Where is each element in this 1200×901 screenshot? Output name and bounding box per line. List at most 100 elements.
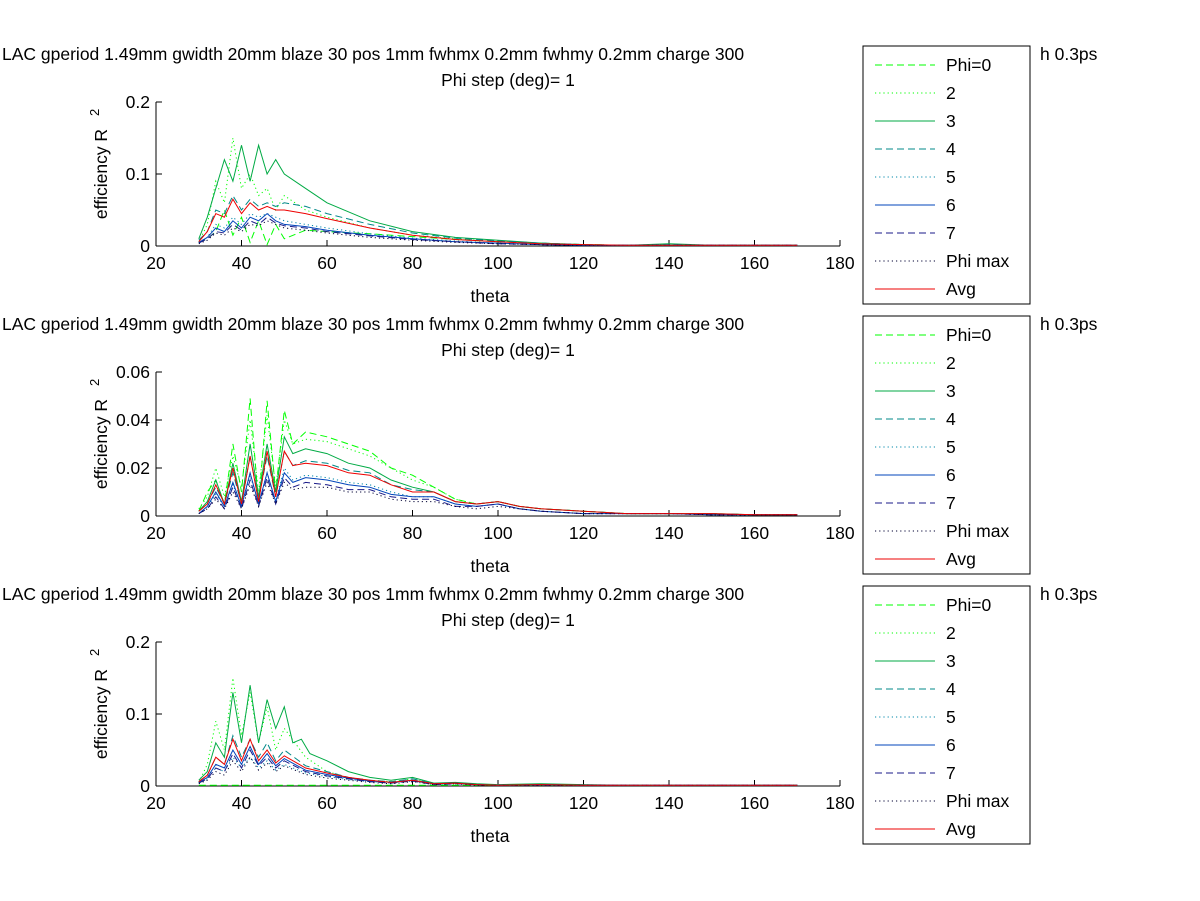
x-tick-label: 140 xyxy=(654,793,683,813)
x-axis-label: theta xyxy=(471,556,510,576)
y-tick-label: 0 xyxy=(140,506,150,526)
legend-label: Avg xyxy=(946,819,976,839)
legend-label: 3 xyxy=(946,381,956,401)
legend-label: Phi max xyxy=(946,791,1009,811)
x-tick-label: 20 xyxy=(146,793,166,813)
x-tick-label: 120 xyxy=(569,793,598,813)
y-tick-label: 0 xyxy=(140,776,150,796)
x-tick-label: 40 xyxy=(232,793,252,813)
x-tick-label: 40 xyxy=(232,253,252,273)
x-tick-label: 160 xyxy=(740,253,769,273)
legend-label: 3 xyxy=(946,651,956,671)
y-axis-label-superscript: 2 xyxy=(87,649,102,656)
x-tick-label: 20 xyxy=(146,523,166,543)
legend-box xyxy=(862,315,1031,575)
legend-label: 4 xyxy=(946,409,956,429)
x-tick-label: 80 xyxy=(403,793,423,813)
series-line-7 xyxy=(198,475,798,516)
x-tick-label: 80 xyxy=(403,253,423,273)
legend-label: Avg xyxy=(946,279,976,299)
legend-label: 6 xyxy=(946,465,956,485)
y-tick-label: 0.1 xyxy=(126,164,150,184)
y-tick-label: 0.04 xyxy=(116,410,150,430)
x-tick-label: 100 xyxy=(483,253,512,273)
legend: Phi=0 2 3 4 5 6 7 Phi max Avg xyxy=(862,45,1031,305)
legend-label: Phi max xyxy=(946,251,1009,271)
legend-box xyxy=(862,585,1031,845)
y-tick-label: 0.06 xyxy=(116,362,150,382)
legend-label: 5 xyxy=(946,167,956,187)
legend-label: 2 xyxy=(946,623,956,643)
x-tick-label: 140 xyxy=(654,523,683,543)
legend-label: Phi=0 xyxy=(946,55,992,75)
chart-title-tail: h 0.3ps xyxy=(1040,584,1098,604)
legend-label: 7 xyxy=(946,493,956,513)
y-axis-label-superscript: 2 xyxy=(87,379,102,386)
y-axis-label-superscript: 2 xyxy=(87,109,102,116)
legend-label: 2 xyxy=(946,353,956,373)
legend-label: 6 xyxy=(946,735,956,755)
series-line-5 xyxy=(198,212,798,246)
x-tick-label: 160 xyxy=(740,523,769,543)
legend-label: Phi max xyxy=(946,521,1009,541)
x-tick-label: 120 xyxy=(569,523,598,543)
legend: Phi=0 2 3 4 5 6 7 Phi max Avg xyxy=(862,585,1031,845)
chart-title: LAC gperiod 1.49mm gwidth 20mm blaze 30 … xyxy=(2,44,744,64)
x-tick-label: 40 xyxy=(232,523,252,543)
legend-label: 5 xyxy=(946,707,956,727)
x-tick-label: 20 xyxy=(146,253,166,273)
x-tick-label: 180 xyxy=(825,253,854,273)
legend-label: 3 xyxy=(946,111,956,131)
y-tick-label: 0 xyxy=(140,236,150,256)
subplot-3: LAC gperiod 1.49mm gwidth 20mm blaze 30 … xyxy=(2,584,1098,846)
x-tick-label: 140 xyxy=(654,253,683,273)
x-axis-label: theta xyxy=(471,286,510,306)
subplot-panels: LAC gperiod 1.49mm gwidth 20mm blaze 30 … xyxy=(2,44,1098,846)
chart-subtitle: Phi step (deg)= 1 xyxy=(441,340,575,360)
y-tick-label: 0.02 xyxy=(116,458,150,478)
subplot-1: LAC gperiod 1.49mm gwidth 20mm blaze 30 … xyxy=(2,44,1098,306)
x-tick-label: 60 xyxy=(317,523,337,543)
y-axis-label-group: efficiency R 2 xyxy=(87,649,111,759)
legend-label: 4 xyxy=(946,679,956,699)
legend-label: 6 xyxy=(946,195,956,215)
x-tick-label: 60 xyxy=(317,253,337,273)
chart-title: LAC gperiod 1.49mm gwidth 20mm blaze 30 … xyxy=(2,584,744,604)
y-axis-label-group: efficiency R 2 xyxy=(87,109,111,219)
legend-label: 4 xyxy=(946,139,956,159)
legend-label: 5 xyxy=(946,437,956,457)
legend-label: 7 xyxy=(946,223,956,243)
subplot-2: LAC gperiod 1.49mm gwidth 20mm blaze 30 … xyxy=(2,314,1098,576)
y-tick-label: 0.2 xyxy=(126,92,150,112)
chart-subtitle: Phi step (deg)= 1 xyxy=(441,610,575,630)
y-axis-label: efficiency R xyxy=(91,669,111,759)
y-tick-label: 0.1 xyxy=(126,704,150,724)
legend-box xyxy=(862,45,1031,305)
legend-label: Phi=0 xyxy=(946,595,992,615)
x-tick-label: 160 xyxy=(740,793,769,813)
legend-label: Phi=0 xyxy=(946,325,992,345)
x-tick-label: 60 xyxy=(317,793,337,813)
chart-subtitle: Phi step (deg)= 1 xyxy=(441,70,575,90)
x-tick-label: 100 xyxy=(483,793,512,813)
x-tick-label: 100 xyxy=(483,523,512,543)
y-axis-label: efficiency R xyxy=(91,129,111,219)
legend: Phi=0 2 3 4 5 6 7 Phi max Avg xyxy=(862,315,1031,575)
y-tick-label: 0.2 xyxy=(126,632,150,652)
chart-title-tail: h 0.3ps xyxy=(1040,44,1098,64)
series-line-3 xyxy=(198,685,798,786)
legend-label: 2 xyxy=(946,83,956,103)
legend-label: 7 xyxy=(946,763,956,783)
x-tick-label: 80 xyxy=(403,523,423,543)
series-line-8 xyxy=(198,220,798,246)
y-axis-label: efficiency R xyxy=(91,399,111,489)
series-line-9 xyxy=(198,198,798,246)
x-tick-label: 120 xyxy=(569,253,598,273)
y-axis-label-group: efficiency R 2 xyxy=(87,379,111,489)
x-tick-label: 180 xyxy=(825,793,854,813)
legend-label: Avg xyxy=(946,549,976,569)
x-tick-label: 180 xyxy=(825,523,854,543)
chart-title-tail: h 0.3ps xyxy=(1040,314,1098,334)
series-line-9 xyxy=(198,449,798,516)
